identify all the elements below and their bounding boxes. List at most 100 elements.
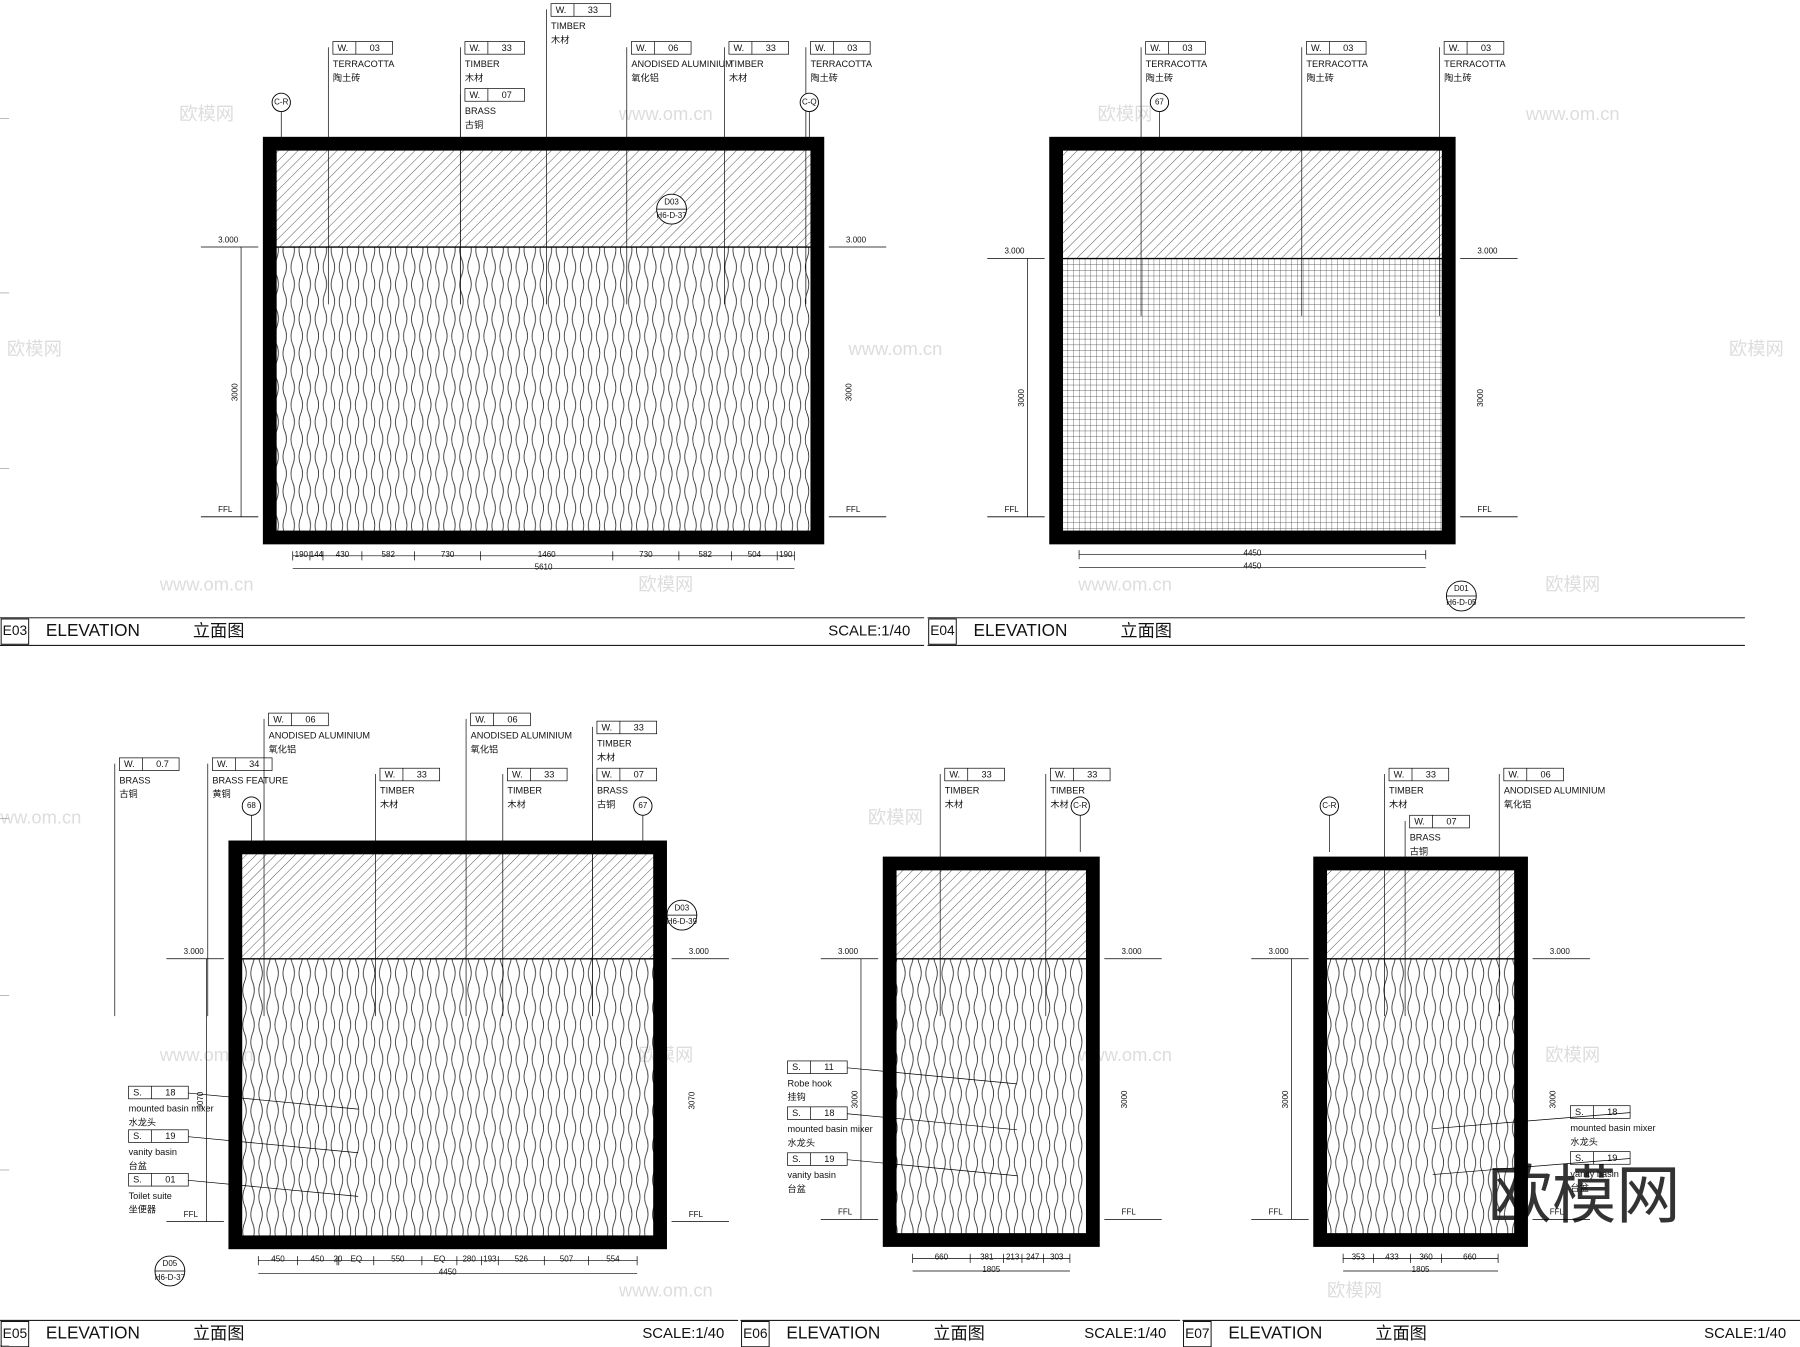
- structure-frame: [1049, 136, 1456, 545]
- tag-material: TIMBER: [1389, 786, 1424, 796]
- level-label: 3.000: [184, 947, 205, 956]
- callout-label: D01: [1454, 584, 1469, 593]
- tag-material-cn: 坐便器: [129, 1204, 157, 1216]
- elevation-id: E06: [743, 1326, 768, 1341]
- tag-number: 33: [982, 770, 992, 780]
- leader: [188, 1092, 359, 1110]
- tag-material: TERRACOTTA: [1306, 59, 1368, 69]
- watermark: 欧模网: [1097, 103, 1152, 124]
- elevation-id: E04: [930, 623, 955, 638]
- tag-material: TERRACOTTA: [1146, 59, 1208, 69]
- elevation-title-cn: 立面图: [1375, 1324, 1427, 1344]
- structure-frame: [1313, 856, 1528, 1247]
- elevation-title: ELEVATION: [1228, 1323, 1322, 1343]
- height-label: 3000: [1017, 389, 1026, 407]
- watermark: www.om.cn: [1077, 574, 1172, 595]
- dim-label: 144: [310, 550, 324, 559]
- dim-label: 280: [462, 1255, 476, 1264]
- tag-material-cn: 古铜: [597, 798, 615, 810]
- tag-code: S.: [1575, 1153, 1584, 1163]
- tag-number: 33: [1087, 770, 1097, 780]
- watermark: 欧模网: [1327, 1280, 1382, 1301]
- tag-code: W.: [602, 722, 613, 732]
- height-label: 3070: [687, 1091, 696, 1109]
- watermark: www.om.cn: [618, 103, 713, 124]
- tag-code: W.: [1150, 43, 1161, 53]
- scale: SCALE:1/40: [642, 1325, 724, 1342]
- dim-label: 450: [271, 1255, 285, 1264]
- ceiling-hatch: [1056, 143, 1449, 259]
- tag-box: [212, 757, 273, 771]
- tag-number: 18: [165, 1088, 175, 1098]
- tag-material: BRASS: [465, 106, 496, 116]
- tag-number: 06: [305, 714, 315, 724]
- watermark: 欧模网: [638, 574, 693, 595]
- level-label: FFL: [184, 1210, 199, 1219]
- tag-number: 07: [502, 90, 512, 100]
- tag-material: mounted basin mixer: [788, 1124, 873, 1134]
- dim-label: 550: [391, 1255, 405, 1264]
- leader: [847, 1113, 1018, 1131]
- leader: [1432, 1158, 1631, 1175]
- height-label: 3000: [230, 383, 239, 401]
- tag-box: [944, 767, 1005, 782]
- tag-box: [464, 41, 525, 55]
- tag-box: [379, 767, 441, 782]
- tag-material-cn: 台盆: [129, 1160, 147, 1172]
- tag-material-cn: 水龙头: [129, 1116, 157, 1128]
- watermark: www.om.cn: [0, 807, 81, 828]
- tag-code: W.: [124, 759, 135, 769]
- tag-material-cn: 木材: [945, 798, 963, 810]
- watermark: 欧模网: [1545, 1044, 1600, 1065]
- tag-number: 03: [1343, 43, 1353, 53]
- level-label: FFL: [1122, 1208, 1137, 1217]
- tag-material: TIMBER: [1050, 786, 1085, 796]
- tag-material: ANODISED ALUMINIUM: [1504, 786, 1605, 796]
- tag-material: vanity basin: [129, 1147, 177, 1157]
- callout-ref: H6-D-05: [1446, 598, 1477, 607]
- tag-number: 03: [1182, 43, 1192, 53]
- scale: SCALE:1/40: [1704, 1325, 1786, 1342]
- dim-label: EQ: [350, 1255, 362, 1264]
- elevation-title-cn: 立面图: [193, 1324, 245, 1344]
- level-label: FFL: [1477, 505, 1492, 514]
- dim-label: 247: [1026, 1252, 1040, 1261]
- ceiling-hatch: [235, 847, 661, 959]
- tag-box: [1409, 814, 1470, 829]
- callout-ref: H6-D-37: [155, 1273, 186, 1282]
- watermark: 欧模网: [868, 807, 923, 828]
- tag-code: S.: [792, 1154, 801, 1164]
- dim-label: 660: [1463, 1252, 1477, 1261]
- dim-label: 582: [382, 550, 396, 559]
- dim-label: 507: [560, 1255, 574, 1264]
- tag-material-cn: 黄铜: [212, 788, 230, 800]
- tag-material: mounted basin mixer: [1570, 1123, 1655, 1133]
- leader: [188, 1136, 359, 1154]
- wall-finish: [235, 958, 661, 1243]
- tag-material-cn: 木材: [597, 751, 615, 763]
- level-label: FFL: [1268, 1208, 1283, 1217]
- scale: SCALE:1/40: [1084, 1325, 1166, 1342]
- tag-material-cn: 陶土砖: [1146, 72, 1174, 84]
- tag-material-cn: 木材: [551, 34, 569, 46]
- dim-total: 1805: [982, 1265, 1000, 1274]
- dim-label: 4450: [1244, 549, 1262, 558]
- tag-number: 19: [165, 1131, 175, 1141]
- dim-label: 433: [1385, 1252, 1399, 1261]
- level-label: 3.000: [1477, 247, 1498, 256]
- ceiling-hatch: [1320, 863, 1522, 959]
- tag-code: W.: [475, 714, 486, 724]
- tag-material: Robe hook: [788, 1078, 833, 1088]
- tag-number: 06: [668, 43, 678, 53]
- dim-label: 303: [1050, 1252, 1064, 1261]
- tag-number: 0.7: [156, 759, 169, 769]
- tag-code: W.: [385, 770, 396, 780]
- callout-ref: H6-D-37: [656, 211, 687, 220]
- wall-finish: [1320, 958, 1522, 1241]
- level-label: FFL: [1550, 1208, 1565, 1217]
- tag-material-cn: 木材: [507, 798, 525, 810]
- height-label: 3000: [850, 1090, 859, 1108]
- elevation-id: E03: [3, 623, 28, 638]
- dim-label: 193: [483, 1255, 497, 1264]
- dim-label: 353: [1352, 1252, 1366, 1261]
